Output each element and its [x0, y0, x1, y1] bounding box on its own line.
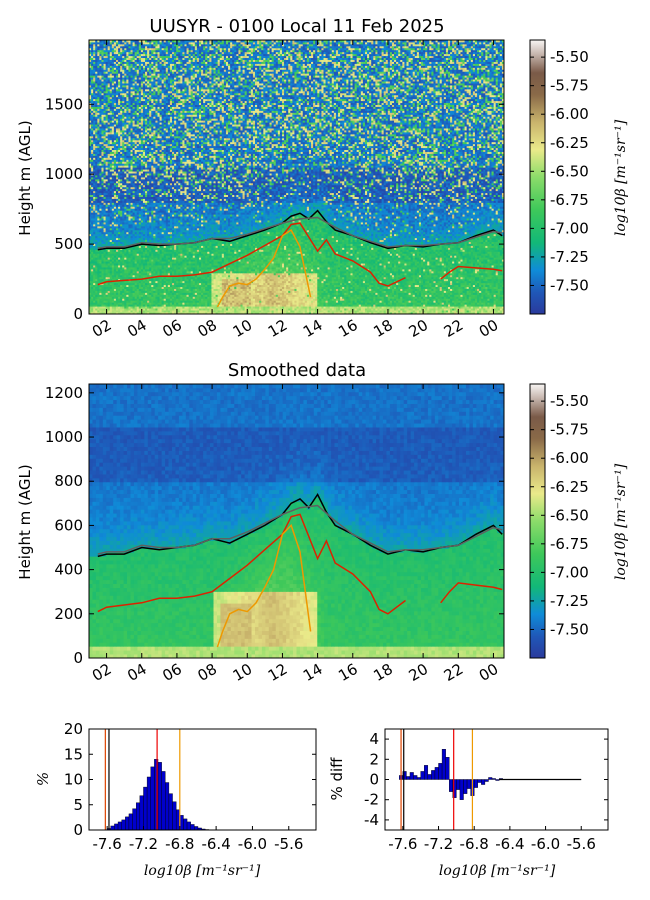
heatmap-cells: [89, 40, 504, 314]
chart-title: UUSYR - 0100 Local 11 Feb 2025: [149, 16, 444, 37]
y-axis-label: Height m (AGL): [16, 120, 34, 235]
raw-heatmap-panel: UUSYR - 0100 Local 11 Feb 2025 Height m …: [16, 16, 629, 341]
